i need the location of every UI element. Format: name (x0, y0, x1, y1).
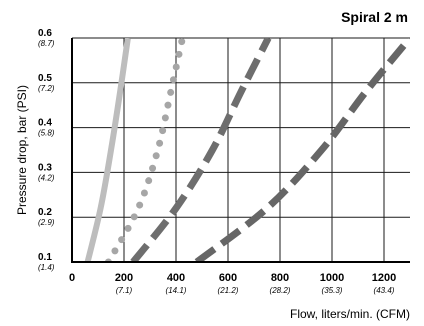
x-tick-label: 200 (115, 272, 133, 284)
x-tick-sublabel: (14.1) (166, 286, 187, 295)
x-tick-sublabel: (7.1) (116, 286, 133, 295)
series-4-line (194, 38, 410, 262)
x-tick-label: 1000 (320, 272, 344, 284)
series-layer (84, 38, 410, 262)
x-tick-label: 0 (69, 272, 75, 284)
x-tick-label: 800 (271, 272, 289, 284)
y-tick-label: 0.4 (38, 118, 52, 129)
x-tick-sublabel: (43.4) (374, 286, 395, 295)
y-axis-label: Pressure drop, bar (PSI) (15, 85, 29, 215)
y-tick-sublabel: (1.4) (38, 263, 55, 272)
y-tick-sublabel: (2.9) (38, 218, 55, 227)
tick-labels: 0.1(1.4) 0.2(2.9) 0.3(4.2) 0.4(5.8) 0.5(7.2)… (38, 28, 396, 295)
y-tick-label: 0.2 (38, 207, 52, 218)
y-tick-sublabel: (4.2) (38, 173, 55, 182)
y-tick-label: 0.1 (38, 252, 52, 263)
y-tick-sublabel: (5.8) (38, 129, 55, 138)
x-tick-label: 1200 (372, 272, 396, 284)
x-tick-sublabel: (35.3) (322, 286, 343, 295)
series-1-line (84, 38, 131, 262)
axes (71, 38, 410, 263)
x-tick-label: 400 (167, 272, 185, 284)
y-tick-sublabel: (8.7) (38, 39, 55, 48)
y-tick-label: 0.5 (38, 73, 52, 84)
chart-title: Spiral 2 m (341, 9, 408, 25)
x-tick-sublabel: (28.2) (270, 286, 291, 295)
x-axis-label: Flow, liters/min. (CFM) (290, 307, 410, 321)
y-tick-sublabel: (7.2) (38, 84, 55, 93)
series-2-line (104, 38, 186, 262)
y-tick-label: 0.6 (38, 28, 52, 39)
series-3-line (130, 38, 272, 262)
y-tick-label: 0.3 (38, 162, 52, 173)
x-tick-label: 600 (219, 272, 237, 284)
x-tick-sublabel: (21.2) (218, 286, 239, 295)
